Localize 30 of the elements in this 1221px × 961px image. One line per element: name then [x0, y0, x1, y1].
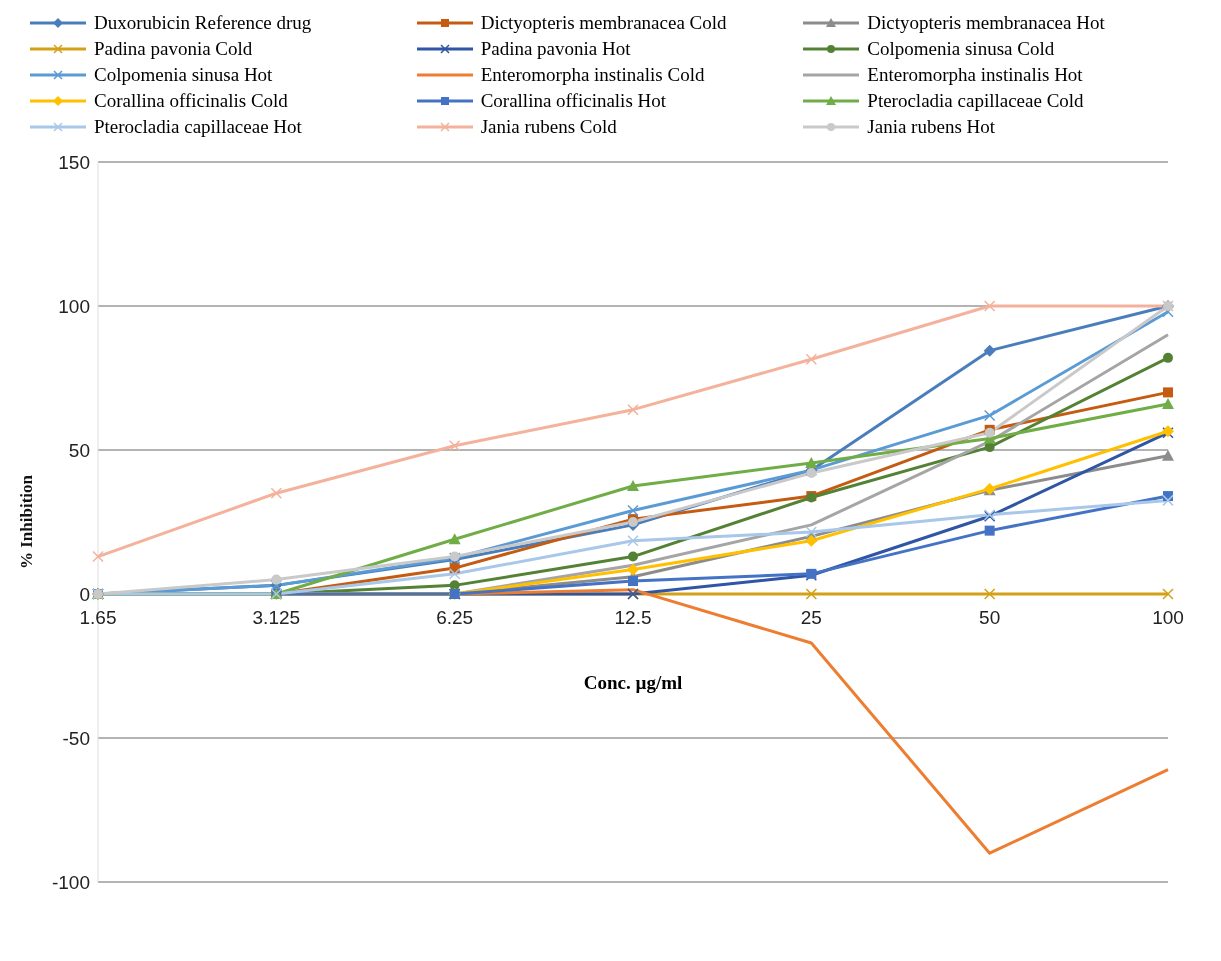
legend-label: Dictyopteris membranacea Hot — [867, 12, 1105, 34]
legend-label: Jania rubens Hot — [867, 116, 996, 138]
legend-label: Duxorubicin Reference drug — [94, 12, 312, 34]
legend-label: Pterocladia capillaceae Hot — [94, 116, 302, 138]
legend-label: Padina pavonia Cold — [94, 38, 253, 60]
legend-label: Colpomenia sinusa Cold — [867, 38, 1055, 60]
legend-label: Enteromorpha instinalis Cold — [480, 64, 705, 86]
x-tick-label: 1.65 — [79, 607, 117, 628]
x-tick-label: 12.5 — [614, 607, 652, 628]
legend-label: Pterocladia capillaceae Cold — [867, 90, 1084, 112]
legend-label: Colpomenia sinusa Hot — [94, 64, 273, 86]
x-axis-title: Conc. µg/ml — [582, 672, 684, 694]
y-tick-label: -50 — [62, 727, 90, 749]
x-tick-label: 25 — [800, 607, 822, 628]
y-axis-title: % Inhibition — [17, 474, 37, 570]
legend-label: Corallina officinalis Hot — [480, 90, 667, 112]
legend-label: Enteromorpha instinalis Hot — [867, 64, 1083, 86]
y-tick-label: -100 — [51, 871, 90, 893]
x-tick-label: 3.125 — [252, 607, 301, 628]
y-tick-label: 150 — [58, 151, 90, 173]
y-tick-label: 100 — [58, 295, 90, 317]
y-tick-label: 50 — [68, 439, 90, 461]
y-tick-label: 0 — [79, 583, 90, 605]
legend-label: Corallina officinalis Cold — [94, 90, 288, 112]
x-tick-label: 100 — [1152, 607, 1184, 628]
legend-label: Padina pavonia Hot — [480, 38, 631, 60]
legend-label: Dictyopteris membranacea Cold — [480, 12, 727, 34]
x-tick-label: 6.25 — [436, 607, 474, 628]
x-tick-label: 50 — [979, 607, 1001, 628]
legend-label: Jania rubens Cold — [480, 116, 617, 138]
